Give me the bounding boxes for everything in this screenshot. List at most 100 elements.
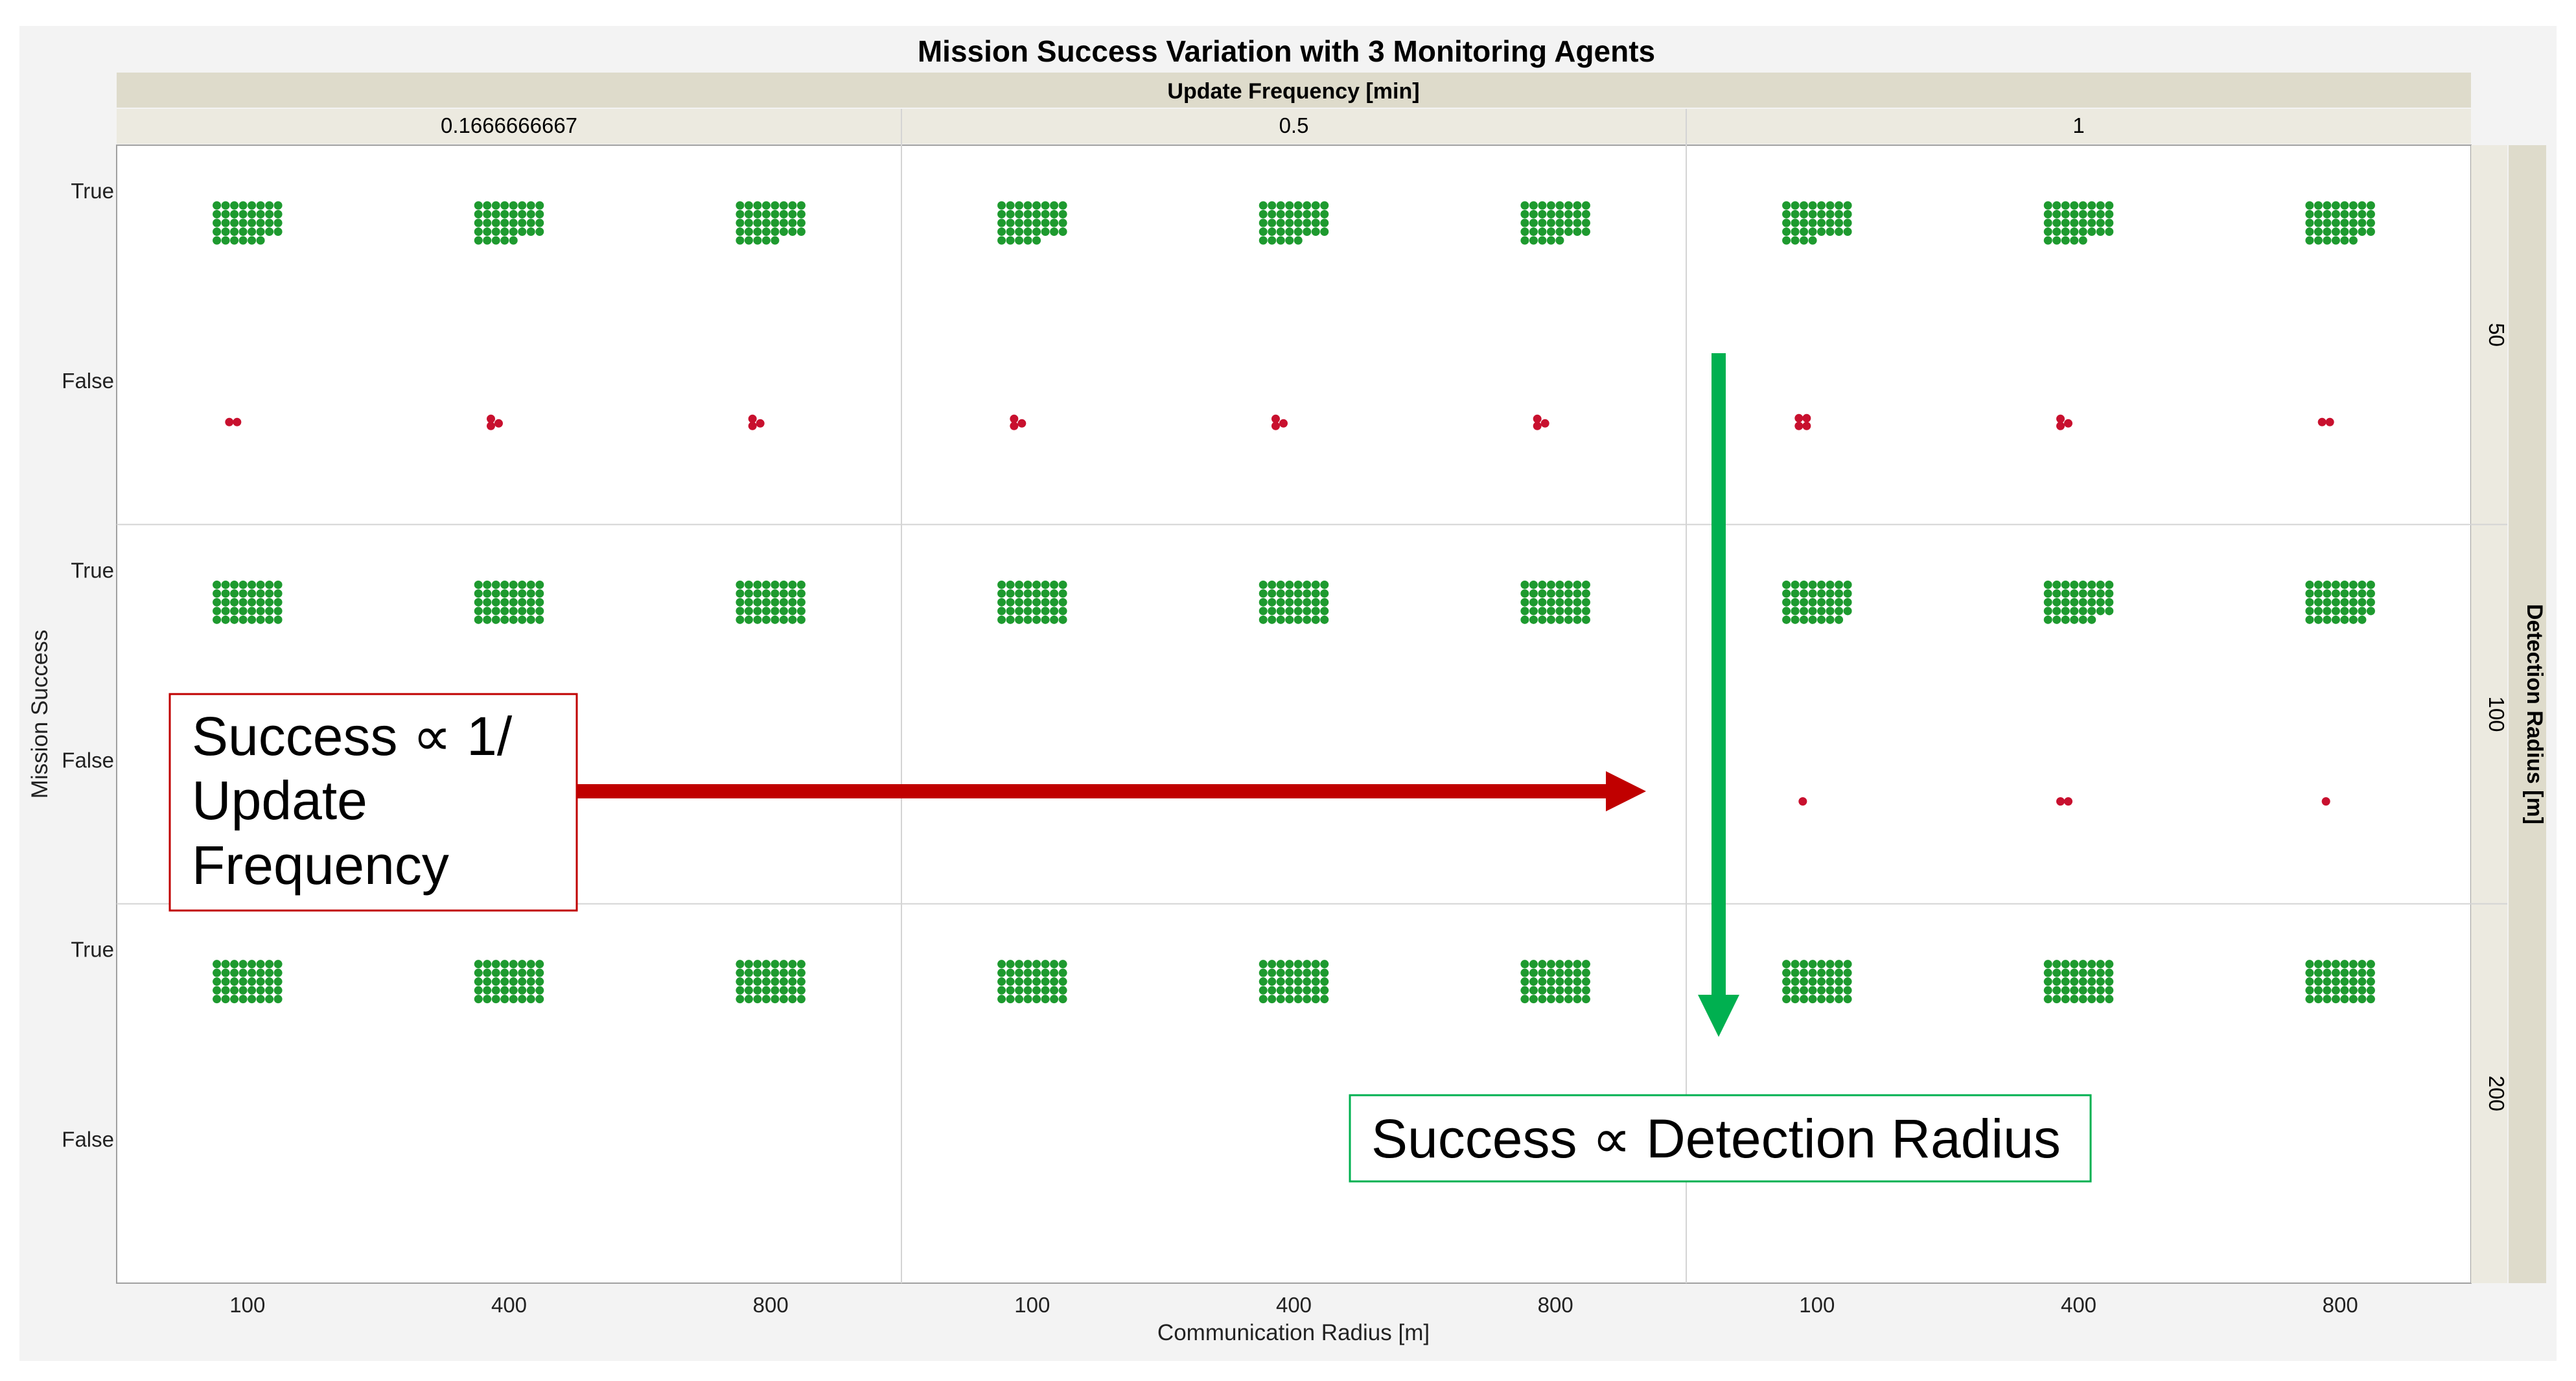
point-true xyxy=(238,589,248,598)
point-true xyxy=(1268,209,1277,218)
point-true xyxy=(2061,209,2070,218)
point-true xyxy=(1285,977,1294,986)
point-true xyxy=(1268,968,1277,977)
point-true xyxy=(2358,580,2367,589)
point-true xyxy=(1782,589,1791,598)
point-true xyxy=(2331,209,2340,218)
point-true xyxy=(1041,580,1050,589)
point-true xyxy=(1050,209,1059,218)
point-true xyxy=(1268,995,1277,1004)
point-true xyxy=(1564,615,1573,624)
point-true xyxy=(1546,209,1555,218)
point-true xyxy=(213,977,222,986)
point-true xyxy=(753,968,762,977)
x-tick-label: 100 xyxy=(229,1293,265,1317)
point-true xyxy=(2366,607,2375,616)
point-true xyxy=(2358,201,2367,210)
point-true xyxy=(230,995,239,1004)
point-true xyxy=(256,218,265,227)
point-true xyxy=(483,960,492,969)
point-true xyxy=(500,615,509,624)
point-true xyxy=(1782,977,1791,986)
point-true xyxy=(2366,227,2375,236)
point-true xyxy=(2305,995,2314,1004)
point-true xyxy=(1555,607,1564,616)
point-false xyxy=(1794,413,1804,423)
point-true xyxy=(2043,218,2052,227)
point-true xyxy=(2305,977,2314,986)
point-true xyxy=(2096,598,2105,607)
point-true xyxy=(779,960,788,969)
point-true xyxy=(1311,607,1320,616)
point-true xyxy=(1546,218,1555,227)
point-true xyxy=(2323,227,2332,236)
point-true xyxy=(1843,589,1852,598)
point-true xyxy=(230,968,239,977)
point-true xyxy=(1276,227,1285,236)
point-true xyxy=(500,995,509,1004)
point-true xyxy=(230,227,239,236)
point-true xyxy=(1058,607,1067,616)
point-true xyxy=(509,580,518,589)
point-true xyxy=(474,598,483,607)
point-true xyxy=(2366,977,2375,986)
point-true xyxy=(535,589,544,598)
point-true xyxy=(1023,960,1032,969)
point-true xyxy=(2061,607,2070,616)
point-true xyxy=(2096,227,2105,236)
point-true xyxy=(526,977,535,986)
point-true xyxy=(1791,968,1800,977)
point-true xyxy=(2340,227,2349,236)
point-true xyxy=(1808,960,1817,969)
point-true xyxy=(2070,598,2079,607)
point-true xyxy=(265,995,274,1004)
point-true xyxy=(1538,580,1547,589)
point-true xyxy=(474,977,483,986)
point-true xyxy=(1538,589,1547,598)
point-true xyxy=(265,960,274,969)
point-true xyxy=(1835,986,1844,995)
point-true xyxy=(1041,960,1050,969)
point-true xyxy=(1259,227,1268,236)
point-true xyxy=(2078,201,2087,210)
point-true xyxy=(997,236,1006,245)
point-true xyxy=(518,598,527,607)
point-true xyxy=(2052,968,2061,977)
point-true xyxy=(248,986,257,995)
point-true xyxy=(1058,598,1067,607)
point-true xyxy=(1259,580,1268,589)
point-true xyxy=(2087,227,2096,236)
point-true xyxy=(1320,968,1329,977)
point-true xyxy=(1023,227,1032,236)
point-true xyxy=(2070,589,2079,598)
point-true xyxy=(744,598,753,607)
point-true xyxy=(1294,977,1303,986)
point-true xyxy=(221,960,230,969)
point-true xyxy=(1058,615,1067,624)
point-true xyxy=(779,209,788,218)
point-true xyxy=(1058,589,1067,598)
point-true xyxy=(230,580,239,589)
point-false xyxy=(2056,797,2065,806)
point-false xyxy=(2321,797,2330,806)
point-true xyxy=(273,977,283,986)
point-true xyxy=(238,995,248,1004)
point-true xyxy=(2323,589,2332,598)
point-true xyxy=(1538,201,1547,210)
point-true xyxy=(518,227,527,236)
point-true xyxy=(256,201,265,210)
point-true xyxy=(2105,977,2114,986)
point-true xyxy=(1032,589,1041,598)
point-true xyxy=(518,960,527,969)
point-true xyxy=(2078,986,2087,995)
point-true xyxy=(2105,960,2114,969)
point-true xyxy=(2305,589,2314,598)
point-true xyxy=(1276,615,1285,624)
point-true xyxy=(1843,218,1852,227)
point-true xyxy=(1546,598,1555,607)
point-true xyxy=(744,201,753,210)
point-true xyxy=(2070,986,2079,995)
point-true xyxy=(1268,580,1277,589)
point-true xyxy=(518,218,527,227)
point-true xyxy=(1320,607,1329,616)
